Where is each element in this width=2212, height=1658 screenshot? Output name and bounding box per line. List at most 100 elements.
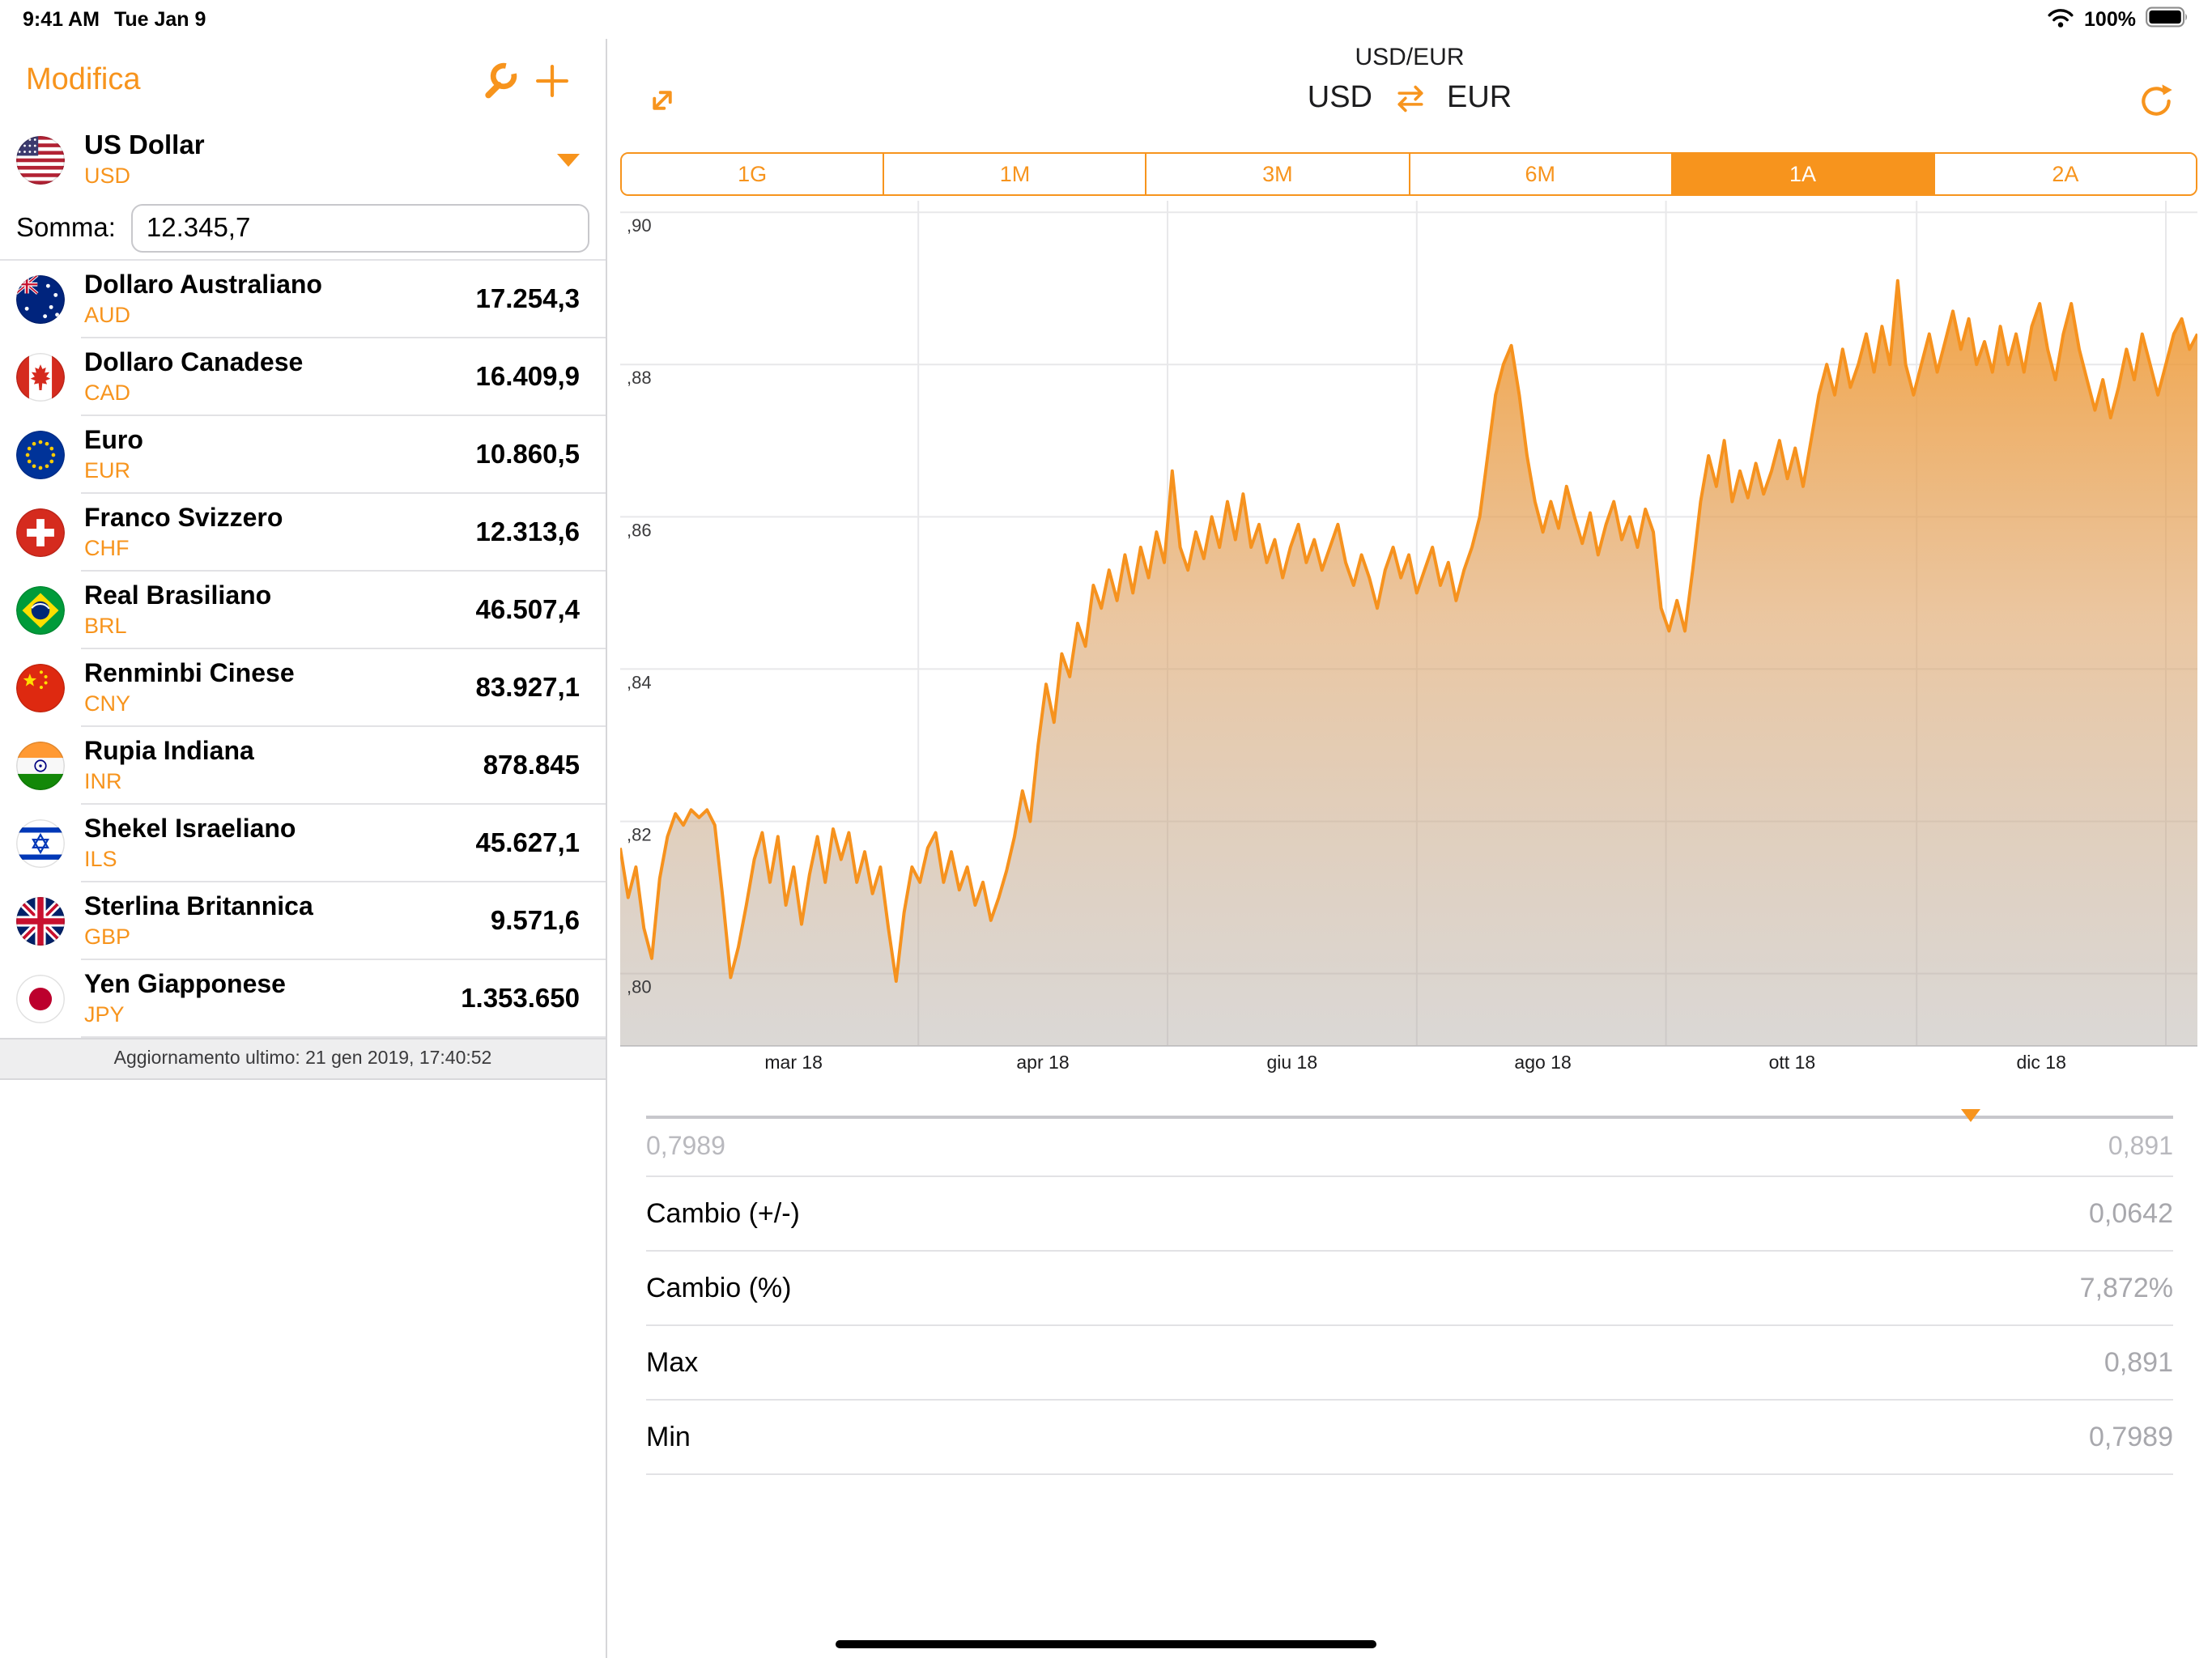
chart-line — [620, 278, 2197, 983]
svg-text:dic 18: dic 18 — [2017, 1052, 2066, 1073]
stat-value: 0,0642 — [2089, 1197, 2173, 1228]
flag-ils-icon — [16, 819, 65, 868]
currency-name: Dollaro Australiano — [84, 271, 322, 300]
range-segmented-control: 1G 1M 3M 6M 1A 2A — [620, 152, 2197, 196]
stat-label: Cambio (+/-) — [646, 1197, 800, 1228]
amount-input[interactable] — [131, 204, 589, 253]
wrench-icon — [484, 62, 517, 98]
status-date: Tue Jan 9 — [113, 8, 206, 31]
base-currency-code: USD — [84, 164, 131, 189]
currency-name: Rupia Indiana — [84, 738, 254, 766]
last-update-text: Aggiornamento ultimo: 21 gen 2019, 17:40… — [113, 1049, 492, 1069]
currency-row-cad[interactable]: Dollaro Canadese CAD 16.409,9 — [0, 338, 606, 416]
currency-code: JPY — [84, 1001, 125, 1027]
amount-label: Somma: — [16, 213, 116, 242]
currency-value: 878.845 — [483, 750, 580, 780]
flag-chf-icon — [16, 508, 65, 557]
currency-value: 16.409,9 — [475, 362, 580, 391]
currency-row-gbp[interactable]: Sterlina Britannica GBP 9.571,6 — [0, 882, 606, 960]
currency-code: CNY — [84, 691, 131, 716]
battery-icon — [2146, 6, 2189, 32]
svg-text:mar 18: mar 18 — [764, 1052, 823, 1073]
currency-row-jpy[interactable]: Yen Giapponese JPY 1.353.650 — [0, 960, 606, 1038]
currency-value: 45.627,1 — [475, 828, 580, 857]
status-bar: 9:41 AM Tue Jan 9 100% — [0, 0, 2212, 39]
last-update-bar: Aggiornamento ultimo: 21 gen 2019, 17:40… — [0, 1038, 606, 1080]
range-1a-button[interactable]: 1A — [1670, 154, 1933, 194]
svg-text:giu 18: giu 18 — [1266, 1052, 1317, 1073]
flag-inr-icon — [16, 742, 65, 790]
add-currency-button[interactable] — [525, 53, 580, 108]
range-1m-button[interactable]: 1M — [883, 154, 1146, 194]
currency-row-ils[interactable]: Shekel Israeliano ILS 45.627,1 — [0, 805, 606, 882]
currency-value: 1.353.650 — [461, 984, 580, 1013]
fullscreen-button[interactable] — [643, 81, 682, 128]
range-3m-button[interactable]: 3M — [1145, 154, 1409, 194]
range-2a-button[interactable]: 2A — [1933, 154, 2196, 194]
flag-gbp-icon — [16, 897, 65, 946]
svg-text:,90: ,90 — [627, 215, 652, 236]
expand-icon — [653, 91, 672, 110]
currency-row-aud[interactable]: Dollaro Australiano AUD 17.254,3 — [0, 261, 606, 338]
base-currency-selector[interactable]: US Dollar USD — [0, 123, 606, 198]
battery-percent: 100% — [2084, 8, 2136, 31]
flag-usd-icon — [16, 136, 65, 185]
currency-row-eur[interactable]: Euro EUR 10.860,5 — [0, 416, 606, 494]
range-1g-button[interactable]: 1G — [622, 154, 883, 194]
stat-value: 0,7989 — [2089, 1421, 2173, 1452]
svg-text:ago 18: ago 18 — [1514, 1052, 1571, 1073]
currency-value: 12.313,6 — [475, 517, 580, 546]
pair-from-currency[interactable]: USD — [1307, 81, 1372, 115]
range-max-label: 0,891 — [2108, 1133, 2173, 1161]
currency-name: Shekel Israeliano — [84, 815, 296, 844]
currency-row-chf[interactable]: Franco Svizzero CHF 12.313,6 — [0, 494, 606, 572]
svg-text:,86: ,86 — [627, 520, 652, 540]
stat-row: Cambio (%) 7,872% — [646, 1252, 2173, 1326]
svg-text:ott 18: ott 18 — [1769, 1052, 1816, 1073]
range-min-label: 0,7989 — [646, 1133, 725, 1161]
settings-wrench-button[interactable] — [470, 53, 525, 108]
currency-code: CHF — [84, 535, 130, 560]
stat-row: Max 0,891 — [646, 1326, 2173, 1401]
currency-code: AUD — [84, 302, 131, 327]
currency-value: 46.507,4 — [475, 595, 580, 624]
price-chart[interactable]: ,90 ,88 ,86 ,84 ,82 ,80 mar 18 apr 18 giu 18 ago … — [620, 201, 2197, 1078]
flag-brl-icon — [16, 586, 65, 635]
range-6m-button[interactable]: 6M — [1408, 154, 1671, 194]
stat-value: 7,872% — [2079, 1272, 2173, 1303]
home-indicator[interactable] — [836, 1640, 1376, 1648]
currency-code: EUR — [84, 457, 131, 483]
edit-button[interactable]: Modifica — [26, 63, 141, 97]
pair-to-currency[interactable]: EUR — [1447, 81, 1512, 115]
swap-arrows-icon — [1397, 85, 1423, 113]
swap-button[interactable] — [1392, 81, 1427, 117]
stat-value: 0,891 — [2104, 1346, 2173, 1377]
slider-handle[interactable] — [1960, 1109, 1980, 1122]
currency-row-brl[interactable]: Real Brasiliano BRL 46.507,4 — [0, 572, 606, 649]
pair-title: USD/EUR — [1355, 44, 1465, 71]
status-time: 9:41 AM — [23, 8, 100, 31]
svg-text:,80: ,80 — [627, 977, 652, 997]
currency-row-cny[interactable]: Renminbi Cinese CNY 83.927,1 — [0, 649, 606, 727]
chart-container[interactable]: ,90 ,88 ,86 ,84 ,82 ,80 mar 18 apr 18 giu 18 ago … — [620, 201, 2197, 1078]
currency-sidebar: Modifica US Dollar USD Somma: Dollaro Au… — [0, 39, 607, 1658]
currency-value: 9.571,6 — [490, 906, 580, 935]
svg-text:apr 18: apr 18 — [1016, 1052, 1069, 1073]
currency-value: 17.254,3 — [475, 284, 580, 313]
stats-list: Cambio (+/-) 0,0642 Cambio (%) 7,872% Max 0,8… — [646, 1175, 2173, 1475]
currency-list: Dollaro Australiano AUD 17.254,3 Dollaro Ca… — [0, 261, 606, 1038]
svg-text:,88: ,88 — [627, 368, 652, 388]
stat-row: Cambio (+/-) 0,0642 — [646, 1177, 2173, 1252]
svg-text:,84: ,84 — [627, 672, 652, 692]
currency-code: GBP — [84, 924, 131, 949]
plus-icon — [536, 65, 568, 97]
stat-row: Min 0,7989 — [646, 1401, 2173, 1475]
chart-slider[interactable] — [646, 1107, 2173, 1127]
sidebar-toolbar: Modifica — [0, 39, 606, 123]
slider-track[interactable] — [646, 1116, 2173, 1118]
refresh-button[interactable] — [2136, 81, 2176, 130]
refresh-icon — [2142, 84, 2172, 116]
currency-name: Yen Giapponese — [84, 971, 286, 999]
currency-row-inr[interactable]: Rupia Indiana INR 878.845 — [0, 727, 606, 805]
